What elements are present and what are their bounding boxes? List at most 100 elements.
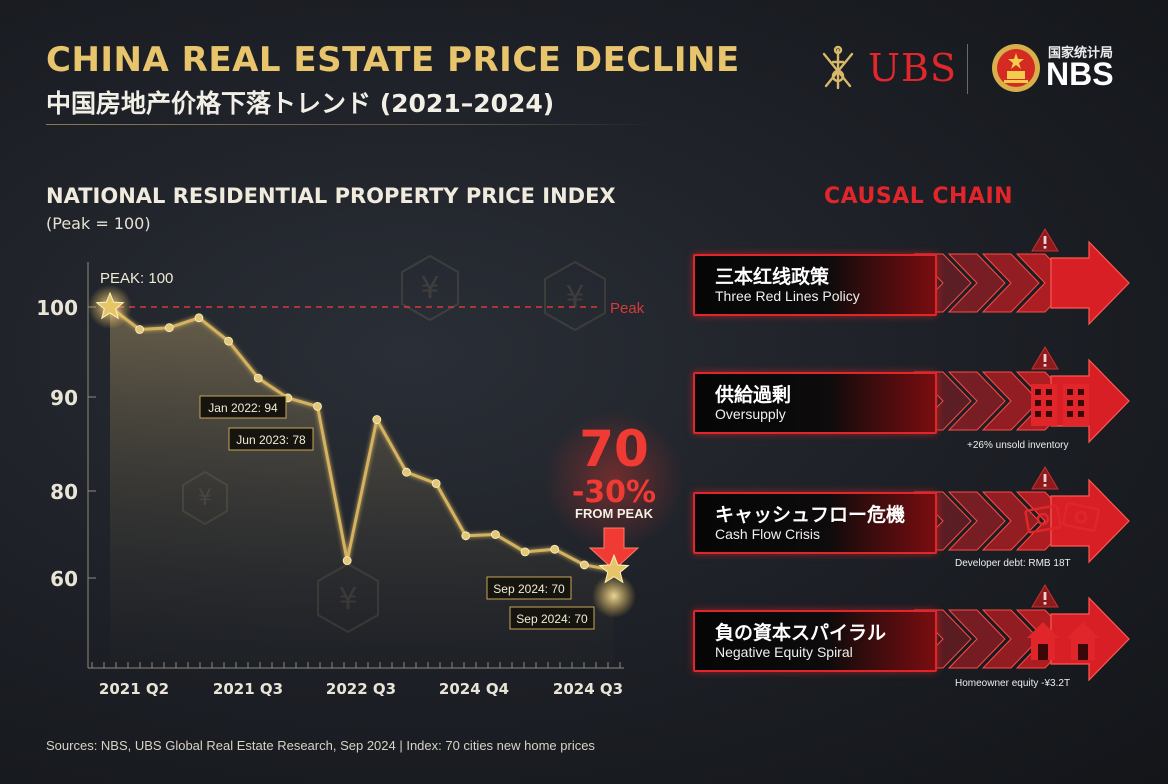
data-point — [461, 531, 471, 541]
chain-label-jp: 三本红线政策 — [715, 266, 830, 288]
chain-label-en: Oversupply — [715, 406, 786, 422]
data-point — [372, 415, 382, 424]
x-tick-label: 2024 Q3 — [553, 680, 623, 698]
chart-subtitle: (Peak = 100) — [46, 214, 151, 233]
houses-icon — [1027, 622, 1099, 660]
x-tick-label: 2022 Q3 — [326, 680, 396, 698]
ubs-logo-text: UBS — [868, 46, 957, 90]
chart-title: NATIONAL RESIDENTIAL PROPERTY PRICE INDE… — [46, 184, 616, 208]
chain-arrows-graphic — [913, 240, 1130, 326]
callout-from-peak: FROM PEAK — [575, 506, 654, 521]
peak-label: PEAK: 100 — [100, 270, 173, 287]
chain-label-jp: 供給過剰 — [715, 384, 792, 406]
money-icon — [1024, 502, 1100, 534]
svg-text:¥: ¥ — [565, 280, 584, 315]
price-index-line — [109, 305, 615, 572]
chain-item-cash-flow: キャッシュフロー危機 Cash Flow Crisis Developer de… — [693, 466, 1133, 569]
y-tick-label: 100 — [36, 296, 78, 320]
current-star-icon — [592, 553, 636, 618]
data-point — [313, 401, 322, 411]
chevron-arrow-icon — [947, 371, 1006, 431]
chain-label-en: Negative Equity Spiral — [715, 644, 853, 660]
data-point — [224, 336, 233, 346]
nbs-emblem-icon — [992, 44, 1040, 92]
data-point — [491, 530, 500, 539]
callout-change: -30% — [572, 475, 656, 510]
chevron-arrow-icon — [981, 491, 1040, 551]
jun2023-label: Jun 2023: 78 — [236, 433, 306, 447]
jan2022-label-box: Jan 2022: 94 — [199, 395, 287, 419]
big-arrow-icon — [1050, 240, 1130, 326]
chevron-arrow-icon — [981, 253, 1040, 313]
drop-callout: 70 -30% FROM PEAK — [544, 410, 684, 571]
title-divider — [46, 124, 654, 125]
down-arrow-icon — [588, 527, 640, 571]
source-note: Sources: NBS, UBS Global Real Estate Res… — [46, 738, 595, 753]
sep2024-label-box-a: Sep 2024: 70 — [486, 576, 572, 600]
y-axis: 100 90 80 60 — [36, 262, 96, 668]
chevron-arrow-icon — [981, 371, 1040, 431]
warning-icon — [1031, 466, 1059, 490]
big-arrow-icon — [1050, 478, 1130, 564]
chain-note: Homeowner equity -¥3.2T — [955, 678, 1071, 689]
chain-item-negative-equity: 負の資本スパイラル Negative Equity Spiral Homeown… — [693, 584, 1133, 689]
sep2024-label-box-b: Sep 2024: 70 — [509, 606, 595, 630]
yen-hexagon-icon: ¥ — [544, 260, 606, 332]
chain-label-en: Three Red Lines Policy — [715, 288, 860, 304]
data-point — [520, 547, 530, 557]
data-point — [253, 373, 263, 383]
chevron-arrow-icon — [947, 253, 1006, 313]
x-axis: 2021 Q2 2021 Q3 2022 Q3 2024 Q4 2024 Q3 — [88, 662, 624, 698]
x-tick-label: 2021 Q3 — [213, 680, 283, 698]
nbs-logo-text: NBS — [1046, 56, 1114, 92]
chain-note: +26% unsold inventory — [967, 440, 1069, 451]
data-point — [550, 544, 560, 554]
sep2024-label-b: Sep 2024: 70 — [516, 612, 588, 626]
data-point — [342, 556, 352, 565]
x-tick-label: 2024 Q4 — [439, 680, 509, 698]
svg-text:¥: ¥ — [420, 271, 439, 306]
buildings-icon — [1031, 384, 1089, 426]
chain-arrows-graphic — [913, 478, 1130, 564]
peak-reference-label: Peak — [610, 300, 645, 317]
chain-label-en: Cash Flow Crisis — [715, 526, 821, 542]
chain-arrows-graphic — [913, 358, 1130, 444]
chain-label-jp: キャッシュフロー危機 — [715, 504, 906, 526]
page-title: CHINA REAL ESTATE PRICE DECLINE — [46, 40, 740, 80]
page-subtitle: 中国房地产价格下落トレンド (2021–2024) — [46, 89, 555, 118]
y-tick-label: 90 — [50, 386, 78, 410]
chain-label-jp: 負の資本スパイラル — [715, 622, 887, 644]
y-tick-label: 60 — [50, 567, 78, 591]
chain-bar: 供給過剰 Oversupply — [693, 372, 937, 434]
chain-item-oversupply: 供給過剰 Oversupply +26% unsold inventory — [693, 346, 1133, 451]
data-point — [579, 560, 589, 570]
chain-item-three-red-lines: 三本红线政策 Three Red Lines Policy — [693, 228, 1133, 326]
warning-icon — [1031, 584, 1059, 608]
logo-bar: UBS 国家统计局 NBS — [812, 40, 1132, 100]
chain-bar: キャッシュフロー危機 Cash Flow Crisis — [693, 492, 937, 554]
peak-reference-line: Peak — [118, 300, 645, 317]
chevron-arrow-icon — [981, 609, 1040, 669]
callout-value: 70 — [579, 420, 649, 478]
yen-hexagon-icon: ¥ — [401, 254, 459, 322]
nbs-chinese-name: 国家统计局 — [1048, 46, 1114, 61]
data-point — [402, 467, 411, 477]
sep2024-label-a: Sep 2024: 70 — [493, 582, 565, 596]
warning-icon — [1031, 346, 1059, 370]
data-point — [431, 479, 441, 488]
data-point — [135, 325, 145, 334]
jan2022-label: Jan 2022: 94 — [208, 401, 278, 415]
causal-chain-title: CAUSAL CHAIN — [824, 184, 1014, 209]
chevron-arrow-icon — [947, 491, 1006, 551]
chain-note: Developer debt: RMB 18T — [955, 558, 1071, 569]
jun2023-label-box: Jun 2023: 78 — [228, 427, 314, 451]
logo-separator — [967, 44, 968, 94]
data-point — [194, 313, 204, 323]
x-tick-label: 2021 Q2 — [99, 680, 169, 698]
warning-icon — [1031, 228, 1059, 252]
peak-star-icon — [88, 285, 132, 329]
data-point — [164, 323, 174, 333]
data-points — [135, 313, 589, 570]
chain-bar: 三本红线政策 Three Red Lines Policy — [693, 254, 937, 316]
